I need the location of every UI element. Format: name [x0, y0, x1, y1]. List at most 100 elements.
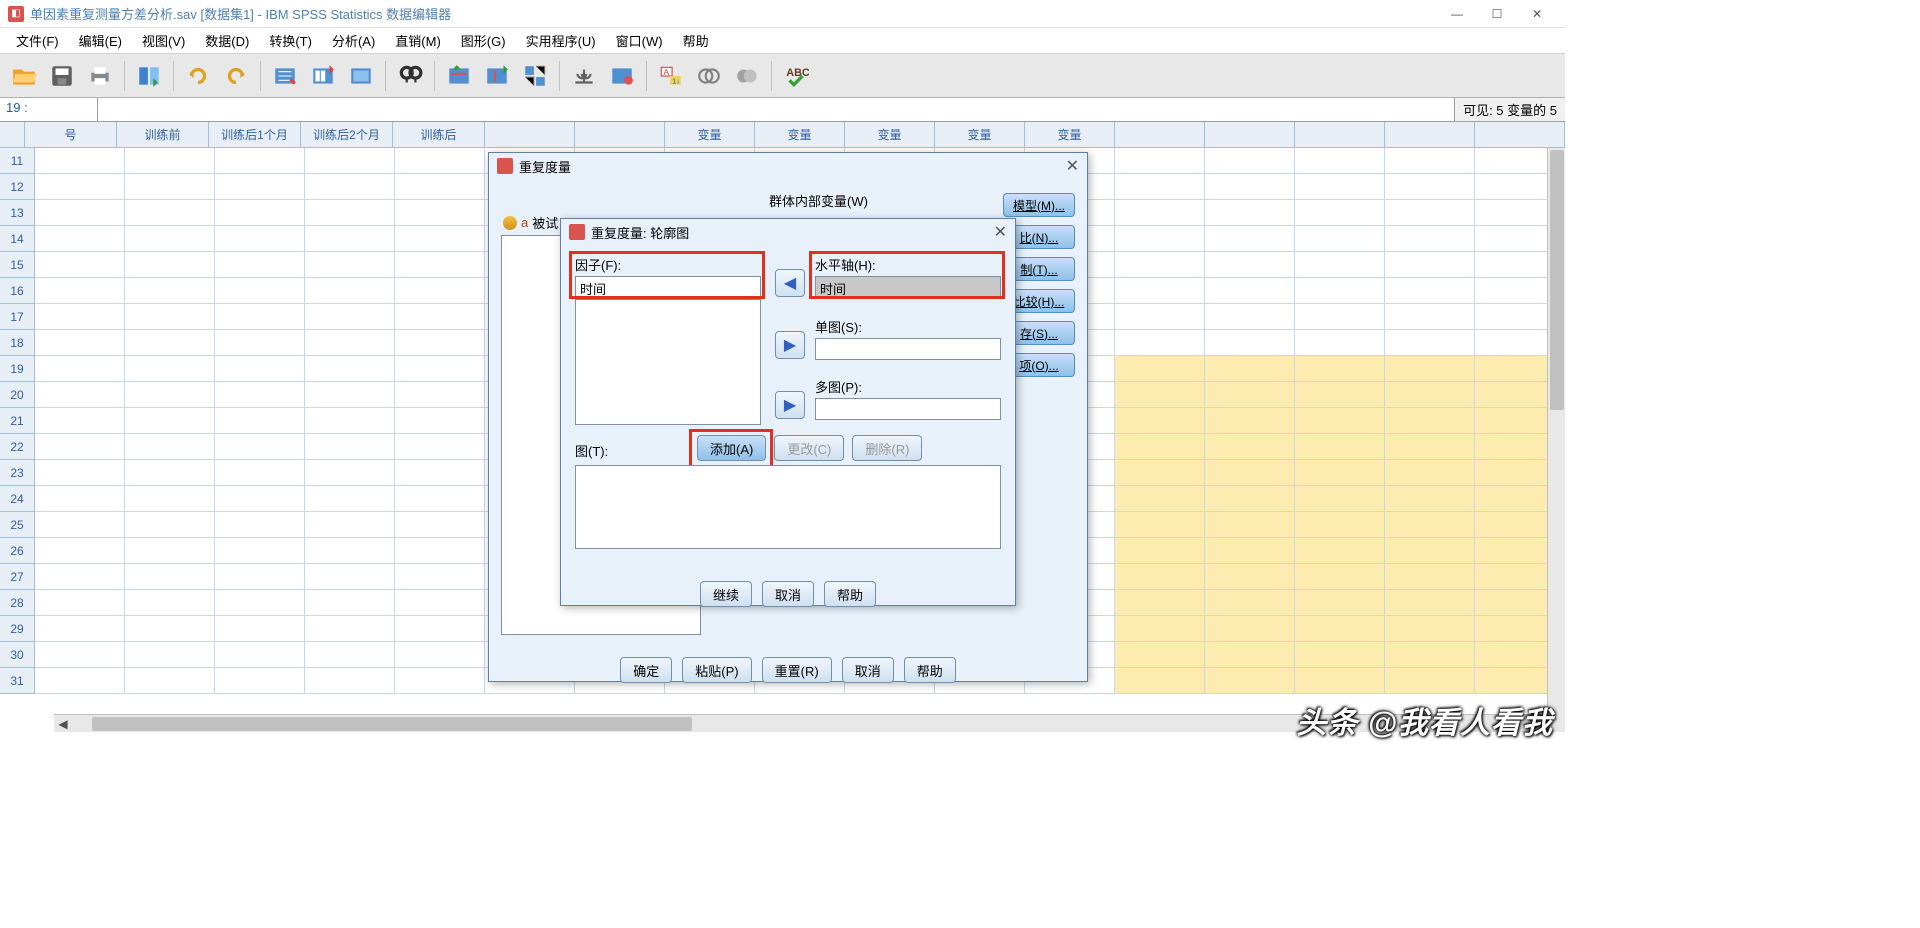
column-header[interactable]: 训练后2个月: [301, 122, 393, 147]
cell[interactable]: [215, 330, 305, 356]
cell[interactable]: [1385, 330, 1475, 356]
cell[interactable]: [1115, 148, 1205, 174]
cell[interactable]: [1295, 382, 1385, 408]
cell[interactable]: [1385, 512, 1475, 538]
value-labels-icon[interactable]: A1↓: [655, 60, 687, 92]
column-header[interactable]: [575, 122, 665, 147]
cell[interactable]: [1205, 278, 1295, 304]
cell[interactable]: [1295, 226, 1385, 252]
cell[interactable]: [1115, 382, 1205, 408]
cell[interactable]: [35, 330, 125, 356]
cell[interactable]: [1205, 330, 1295, 356]
column-header[interactable]: 训练前: [117, 122, 209, 147]
cell[interactable]: [125, 174, 215, 200]
cell[interactable]: [1115, 642, 1205, 668]
continue-button[interactable]: 继续: [700, 581, 752, 607]
cell[interactable]: [1205, 408, 1295, 434]
cell[interactable]: [1295, 668, 1385, 694]
cell[interactable]: [125, 304, 215, 330]
cell[interactable]: [1295, 356, 1385, 382]
cell[interactable]: [395, 252, 485, 278]
cell[interactable]: [1385, 538, 1475, 564]
column-header[interactable]: 变量: [935, 122, 1025, 147]
cell[interactable]: [215, 174, 305, 200]
cell[interactable]: [35, 538, 125, 564]
cell[interactable]: [1205, 252, 1295, 278]
cell[interactable]: [1385, 616, 1475, 642]
cell[interactable]: [125, 616, 215, 642]
cell[interactable]: [1295, 564, 1385, 590]
row-number[interactable]: 16: [0, 278, 35, 304]
cell[interactable]: [1115, 356, 1205, 382]
cell[interactable]: [1385, 564, 1475, 590]
cell[interactable]: [1385, 408, 1475, 434]
cancel-button[interactable]: 取消: [762, 581, 814, 607]
row-number[interactable]: 29: [0, 616, 35, 642]
row-number[interactable]: 20: [0, 382, 35, 408]
menu-direct[interactable]: 直销(M): [385, 27, 451, 54]
cell[interactable]: [395, 226, 485, 252]
cell[interactable]: [125, 486, 215, 512]
cell[interactable]: [1205, 590, 1295, 616]
cell[interactable]: [125, 512, 215, 538]
cell[interactable]: [1385, 486, 1475, 512]
cell-input[interactable]: [98, 98, 1454, 121]
cell[interactable]: [1115, 538, 1205, 564]
cell[interactable]: [1205, 616, 1295, 642]
cell[interactable]: [305, 538, 395, 564]
cell[interactable]: [1295, 460, 1385, 486]
open-icon[interactable]: [8, 60, 40, 92]
cell[interactable]: [1205, 434, 1295, 460]
row-number[interactable]: 15: [0, 252, 35, 278]
column-header[interactable]: 变量: [845, 122, 935, 147]
cell[interactable]: [1295, 590, 1385, 616]
cell[interactable]: [1205, 304, 1295, 330]
row-number[interactable]: 30: [0, 642, 35, 668]
row-number[interactable]: 26: [0, 538, 35, 564]
cell[interactable]: [1205, 148, 1295, 174]
cell[interactable]: [305, 356, 395, 382]
row-number[interactable]: 31: [0, 668, 35, 694]
cell[interactable]: [1295, 330, 1385, 356]
cell[interactable]: [305, 278, 395, 304]
cell[interactable]: [1295, 148, 1385, 174]
close-icon[interactable]: ✕: [994, 222, 1007, 242]
cell[interactable]: [305, 330, 395, 356]
cell[interactable]: [1115, 304, 1205, 330]
cell[interactable]: [215, 408, 305, 434]
cell[interactable]: [35, 408, 125, 434]
cell[interactable]: [35, 434, 125, 460]
cell[interactable]: [1385, 278, 1475, 304]
cell[interactable]: [125, 668, 215, 694]
cell[interactable]: [395, 460, 485, 486]
cell[interactable]: [215, 642, 305, 668]
cell[interactable]: [1385, 590, 1475, 616]
row-number[interactable]: 22: [0, 434, 35, 460]
cell[interactable]: [35, 668, 125, 694]
cell[interactable]: [1115, 460, 1205, 486]
cell[interactable]: [305, 434, 395, 460]
cell[interactable]: [305, 252, 395, 278]
cell[interactable]: [215, 304, 305, 330]
cell[interactable]: [215, 278, 305, 304]
cell[interactable]: [1205, 382, 1295, 408]
cell[interactable]: [305, 382, 395, 408]
row-number[interactable]: 28: [0, 590, 35, 616]
column-header[interactable]: 训练后1个月: [209, 122, 301, 147]
cell[interactable]: [395, 408, 485, 434]
row-number[interactable]: 24: [0, 486, 35, 512]
menu-transform[interactable]: 转换(T): [259, 27, 322, 54]
print-icon[interactable]: [84, 60, 116, 92]
cell[interactable]: [35, 382, 125, 408]
goto-case-icon[interactable]: [269, 60, 301, 92]
find-icon[interactable]: [394, 60, 426, 92]
cell[interactable]: [305, 304, 395, 330]
cell[interactable]: [125, 642, 215, 668]
cell[interactable]: [1115, 512, 1205, 538]
cell[interactable]: [1295, 200, 1385, 226]
save-icon[interactable]: [46, 60, 78, 92]
cell[interactable]: [1295, 486, 1385, 512]
menu-analyze[interactable]: 分析(A): [322, 27, 385, 54]
cell[interactable]: [1385, 460, 1475, 486]
close-icon[interactable]: ✕: [1066, 156, 1079, 176]
